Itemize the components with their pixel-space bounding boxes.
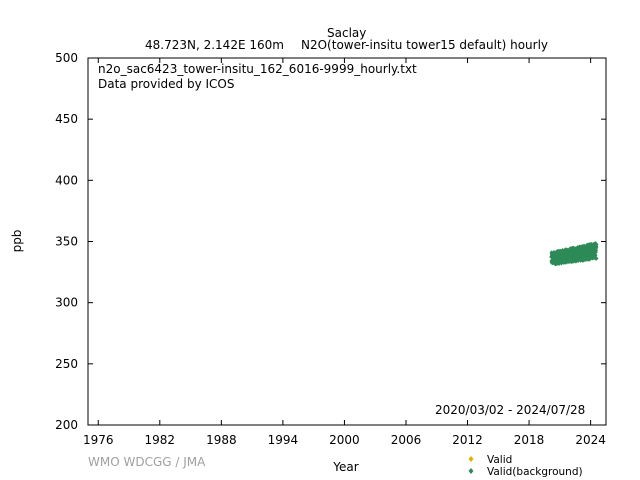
x-axis-label: Year — [332, 460, 358, 474]
legend-valid-label: Valid — [487, 454, 512, 466]
x-tick-label: 1976 — [83, 433, 114, 447]
y-tick-label: 250 — [55, 357, 78, 371]
data-point — [594, 256, 599, 261]
y-tick-label: 400 — [55, 173, 78, 187]
y-tick-label: 350 — [55, 235, 78, 249]
x-tick-label: 1982 — [145, 433, 176, 447]
legend-valid-marker — [468, 456, 474, 462]
y-tick-label: 450 — [55, 112, 78, 126]
legend-valid: Valid — [468, 454, 512, 466]
x-tick-label: 1994 — [268, 433, 299, 447]
x-tick-label: 2018 — [514, 433, 545, 447]
x-tick-label: 2012 — [452, 433, 483, 447]
species-label: N2O(tower-insitu tower15 default) hourly — [301, 38, 549, 52]
data-point — [593, 249, 598, 255]
y-axis-label: ppb — [10, 230, 24, 253]
legend-background-marker — [468, 468, 474, 474]
legend-background-label: Valid(background) — [487, 466, 583, 478]
date-range-annotation: 2020/03/02 - 2024/07/28 — [435, 403, 586, 417]
legend: Valid Valid(background) — [468, 454, 583, 478]
station-title: Saclay — [327, 26, 367, 40]
x-tick-label: 2000 — [329, 433, 360, 447]
x-tick-label: 1988 — [206, 433, 237, 447]
y-tick-label: 200 — [55, 418, 78, 432]
x-tick-label: 2024 — [575, 433, 606, 447]
location-label: 48.723N, 2.142E 160m — [145, 38, 284, 52]
data-point — [594, 242, 599, 247]
y-tick-label: 300 — [55, 296, 78, 310]
plot-frame — [87, 57, 607, 426]
data-points — [549, 241, 599, 267]
filename-annotation: n2o_sac6423_tower-insitu_162_6016-9999_h… — [98, 62, 417, 76]
y-tick-label: 500 — [55, 51, 78, 65]
credit-label: WMO WDCGG / JMA — [88, 455, 206, 469]
legend-valid-background: Valid(background) — [468, 466, 583, 478]
x-tick-label: 2006 — [391, 433, 422, 447]
provider-annotation: Data provided by ICOS — [98, 77, 235, 91]
data-point — [594, 248, 599, 253]
axis-ticks: 1976 1982 1988 1994 2000 2006 2012 2018 2024 200 2… — [55, 51, 606, 447]
